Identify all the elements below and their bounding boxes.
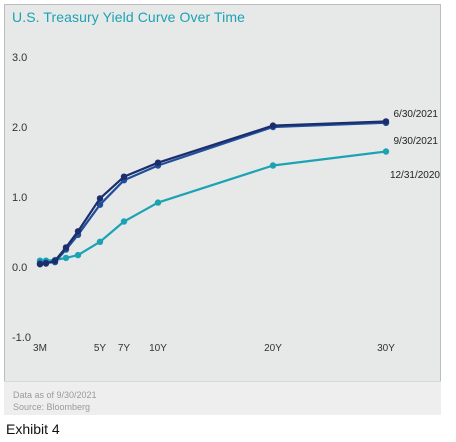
data-point — [154, 159, 162, 166]
x-tick-label: 3M — [33, 343, 47, 354]
data-point — [269, 162, 277, 169]
y-tick-label: -1.0 — [12, 332, 31, 344]
data-point — [96, 195, 104, 202]
x-tick-label: 10Y — [149, 343, 167, 354]
data-point — [74, 251, 82, 259]
data-point — [96, 238, 104, 245]
y-tick-label: 3.0 — [12, 52, 27, 64]
x-tick-label: 5Y — [94, 343, 107, 354]
data-point — [51, 257, 59, 264]
data-point — [96, 201, 104, 208]
x-tick-label: 30Y — [377, 343, 395, 354]
series-label: 9/30/2021 — [394, 136, 439, 147]
data-point — [62, 244, 70, 251]
yield-curve-plot: 3.0 2.0 1.0 0.0 -1.03M 5Y 7Y 10Y 20Y 30Y 6/30/2021… — [12, 52, 440, 354]
data-note: Data as of 9/30/2021 — [13, 390, 97, 400]
series-line — [40, 150, 387, 262]
data-point — [42, 260, 50, 267]
series-label: 12/31/2020 — [390, 170, 440, 181]
chart-frame — [4, 4, 441, 415]
data-point — [120, 218, 128, 225]
data-point — [269, 122, 277, 129]
chart-title: U.S. Treasury Yield Curve Over Time — [12, 9, 246, 25]
data-point — [74, 228, 82, 235]
source-note: Source: Bloomberg — [13, 402, 91, 412]
exhibit-caption: Exhibit 4 — [6, 421, 60, 437]
data-point — [62, 254, 70, 262]
data-point — [120, 173, 128, 180]
data-point — [382, 118, 390, 125]
data-point — [154, 199, 162, 206]
y-tick-label: 1.0 — [12, 192, 27, 204]
series-line — [39, 120, 387, 266]
data-point — [382, 148, 390, 155]
x-tick-label: 20Y — [264, 343, 282, 354]
y-tick-label: 0.0 — [12, 262, 27, 274]
x-tick-label: 7Y — [118, 343, 131, 354]
series-label: 6/30/2021 — [394, 109, 439, 120]
chart-footer — [4, 381, 441, 415]
y-tick-label: 2.0 — [12, 122, 27, 134]
data-point — [36, 261, 44, 268]
